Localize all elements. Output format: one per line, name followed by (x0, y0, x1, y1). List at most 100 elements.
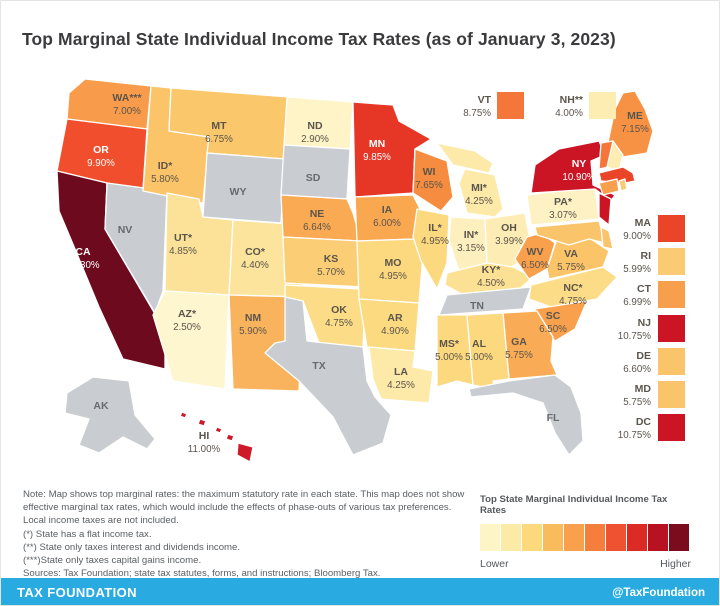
state-label-GA: GA (511, 336, 527, 348)
state-shape-TN (438, 286, 532, 316)
state-label-ID: ID* (158, 160, 174, 172)
state-label-NY: NY (572, 158, 587, 170)
state-rate-AZ: 2.50% (173, 322, 201, 333)
state-rate-IL: 4.95% (421, 236, 449, 247)
footer-bar: TAX FOUNDATION @TaxFoundation (1, 578, 719, 605)
state-label-LA: LA (394, 366, 408, 378)
east-coast-state-list: MA 9.00% RI 5.99% CT 6.99% NJ 10.75% DE 6.60% MD 5.… (618, 215, 685, 441)
list-swatch-CT (658, 281, 685, 308)
state-label-CO: CO* (245, 246, 266, 258)
legend-scale-labels: Lower Higher (480, 558, 691, 570)
state-label-NM: NM (245, 312, 262, 324)
state-label-OK: OK (331, 304, 347, 316)
legend-title: Top State Marginal Individual Income Tax… (480, 494, 668, 516)
list-swatch-RI (658, 248, 685, 275)
state-rate-AR: 4.90% (381, 326, 409, 337)
state-label-KS: KS (324, 253, 339, 265)
state-rate-LA: 4.25% (387, 380, 415, 391)
state-labels: WA*** 7.00% OR 9.90% CA 13.30% NV ID* 5.80% MT 6.7… (66, 92, 649, 455)
state-shape-TX (264, 296, 392, 456)
callout-rate-VT: 8.75% (463, 108, 491, 119)
state-rate-PA: 3.07% (549, 210, 577, 221)
list-swatch-NJ (658, 315, 685, 342)
state-label-VA: VA (564, 248, 578, 260)
legend-swatch-3 (522, 524, 542, 551)
state-label-AR: AR (387, 312, 403, 324)
state-label-SD: SD (306, 172, 321, 184)
list-label-RI: RI (641, 250, 652, 262)
state-shape-NJ (598, 192, 612, 226)
state-label-FL: FL (547, 412, 560, 424)
state-label-UT: UT* (174, 232, 193, 244)
list-rate-MD: 5.75% (623, 397, 651, 408)
state-label-MI: MI* (471, 182, 488, 194)
state-label-MS: MS* (439, 338, 460, 350)
state-shape-ME (606, 90, 654, 158)
state-shape-MS (436, 314, 474, 388)
state-shape-AK (64, 376, 156, 454)
sources-line: Sources: Tax Foundation; state tax statu… (23, 568, 381, 580)
list-label-DC: DC (636, 416, 652, 428)
state-label-ME: ME (627, 110, 643, 122)
footnote-capital-gains: (***)State only taxes capital gains inco… (23, 555, 202, 567)
state-label-NV: NV (118, 224, 133, 236)
state-rate-KS: 5.70% (317, 267, 345, 278)
state-shape-AZ (152, 290, 230, 390)
list-rate-DC: 10.75% (618, 430, 652, 441)
state-shape-FL (468, 374, 584, 456)
list-swatch-MA (658, 215, 685, 242)
page-title: Top Marginal State Individual Income Tax… (22, 29, 616, 49)
state-shape-WI (412, 148, 454, 212)
state-rate-GA: 5.75% (505, 350, 533, 361)
state-shape-RI (618, 178, 628, 192)
state-shape-HI (179, 411, 254, 463)
state-rate-WA: 7.00% (113, 106, 141, 117)
state-rate-HI: 11.00% (188, 444, 221, 455)
state-rate-NY: 10.90% (562, 172, 596, 183)
state-label-WA: WA*** (112, 92, 142, 104)
legend-swatch-2 (501, 524, 521, 551)
legend-color-ramp (480, 524, 691, 551)
list-rate-CT: 6.99% (623, 297, 651, 308)
list-swatch-DC (658, 414, 685, 441)
state-label-AL: AL (472, 338, 487, 350)
state-shape-AL (466, 312, 510, 390)
state-rate-OK: 4.75% (325, 318, 353, 329)
state-label-PA: PA* (554, 196, 573, 208)
state-label-HI: HI (199, 430, 210, 442)
state-shapes (56, 78, 654, 463)
state-label-CA: CA (75, 246, 91, 258)
state-rate-NC: 4.75% (559, 296, 587, 307)
state-label-IN: IN* (464, 229, 480, 241)
list-rate-NJ: 10.75% (618, 331, 652, 342)
state-rate-WI: 7.65% (415, 180, 443, 191)
callout-rate-NH: 4.00% (555, 108, 583, 119)
state-shape-NC (528, 266, 618, 308)
list-label-DE: DE (636, 350, 651, 362)
state-rate-SC: 6.50% (539, 324, 567, 335)
state-label-NC: NC* (563, 282, 583, 294)
callout-label-VT: VT (478, 94, 492, 106)
state-label-MT: MT (211, 120, 227, 132)
state-rate-MS: 5.00% (435, 352, 463, 363)
state-rate-WV: 6.50% (521, 260, 549, 271)
legend-swatch-8 (627, 524, 647, 551)
list-swatch-DE (658, 348, 685, 375)
state-rate-CA: 13.30% (66, 260, 100, 271)
twitter-handle: @TaxFoundation (612, 586, 705, 599)
state-rate-MN: 9.85% (363, 152, 391, 163)
state-rate-MT: 6.75% (205, 134, 233, 145)
legend-higher-label: Higher (660, 558, 691, 570)
state-label-OR: OR (93, 144, 109, 156)
legend-swatch-1 (480, 524, 500, 551)
list-rate-DE: 6.60% (623, 364, 651, 375)
state-shape-MD (534, 220, 606, 246)
state-label-ND: ND (307, 120, 323, 132)
state-rate-AL: 5.00% (465, 352, 493, 363)
state-rate-ND: 2.90% (301, 134, 329, 145)
state-label-MO: MO (385, 257, 402, 269)
list-swatch-MD (658, 381, 685, 408)
state-rate-ME: 7.15% (621, 124, 649, 135)
state-label-SC: SC (546, 310, 561, 322)
state-label-WY: WY (230, 186, 247, 198)
